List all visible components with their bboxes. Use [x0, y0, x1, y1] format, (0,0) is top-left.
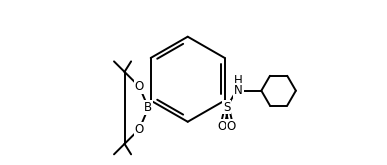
Text: O: O: [217, 120, 227, 133]
Text: O: O: [135, 123, 144, 136]
Text: O: O: [135, 80, 144, 93]
Text: O: O: [227, 120, 236, 133]
Text: N: N: [234, 84, 243, 97]
Text: S: S: [223, 100, 231, 114]
Text: H: H: [234, 74, 243, 87]
Text: B: B: [144, 101, 152, 114]
